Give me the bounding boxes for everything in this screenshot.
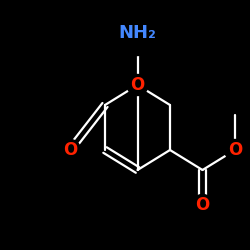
Text: O: O <box>196 196 209 214</box>
Circle shape <box>127 74 148 96</box>
Text: O: O <box>63 141 77 159</box>
Text: O: O <box>228 141 242 159</box>
Circle shape <box>127 34 148 56</box>
Circle shape <box>192 194 213 216</box>
Text: O: O <box>130 76 144 94</box>
Circle shape <box>224 140 246 160</box>
Circle shape <box>60 140 80 160</box>
Text: NH₂: NH₂ <box>118 24 156 42</box>
